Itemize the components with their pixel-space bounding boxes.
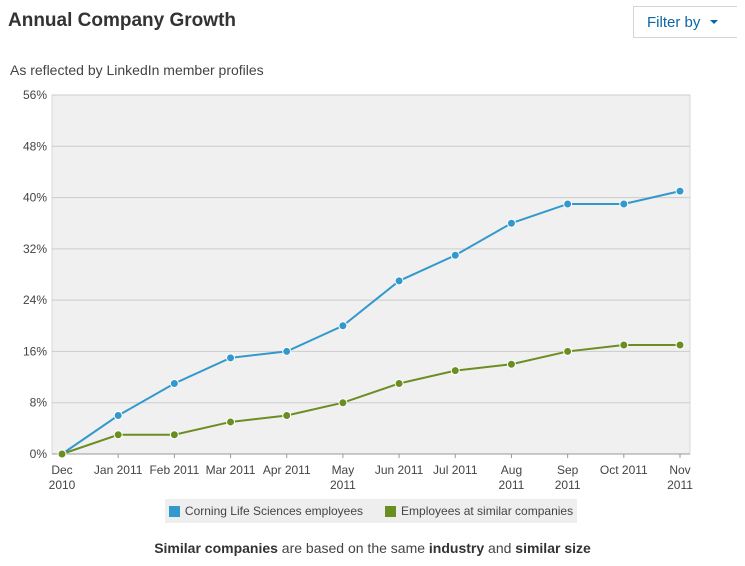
x-tick-label: Oct 2011 bbox=[600, 463, 648, 477]
footnote-similar-companies: Similar companies bbox=[154, 540, 278, 556]
data-point-series-1 bbox=[169, 378, 179, 388]
data-point-series-2 bbox=[338, 398, 348, 408]
data-point-series-1 bbox=[506, 218, 516, 228]
data-point-series-1 bbox=[450, 250, 460, 260]
footnote: Similar companies are based on the same … bbox=[0, 540, 745, 556]
plot-area bbox=[51, 94, 691, 455]
data-point-series-1 bbox=[394, 276, 404, 286]
data-point-series-2 bbox=[282, 411, 292, 421]
data-point-series-1 bbox=[619, 199, 629, 209]
y-tick-label: 8% bbox=[30, 396, 48, 410]
legend-label-similar: Employees at similar companies bbox=[401, 504, 574, 518]
data-point-series-1 bbox=[282, 346, 292, 356]
footnote-similar-size: similar size bbox=[515, 540, 591, 556]
series-line-2 bbox=[61, 344, 680, 455]
legend-label-corning: Corning Life Sciences employees bbox=[184, 504, 364, 518]
data-point-series-2 bbox=[226, 417, 236, 427]
footnote-text-1: are based on the same bbox=[277, 540, 429, 556]
series-line-1 bbox=[61, 190, 681, 455]
data-point-series-2 bbox=[506, 359, 516, 369]
y-tick-label: 40% bbox=[23, 191, 47, 205]
filter-by-label: Filter by bbox=[647, 13, 701, 31]
footnote-industry: industry bbox=[428, 540, 485, 556]
data-point-series-2 bbox=[57, 449, 67, 459]
y-tick-label: 16% bbox=[23, 344, 47, 358]
data-point-series-2 bbox=[619, 340, 629, 350]
data-point-series-2 bbox=[675, 340, 685, 350]
y-tick-label: 32% bbox=[23, 242, 47, 256]
x-tick-label: May 2011 bbox=[330, 463, 356, 492]
data-point-series-2 bbox=[563, 346, 573, 356]
x-tick-label: Nov 2011 bbox=[667, 463, 693, 492]
x-tick-label: Mar 2011 bbox=[206, 463, 256, 477]
y-tick-label: 48% bbox=[23, 139, 47, 153]
x-tick-label: Sep 2011 bbox=[555, 463, 581, 492]
legend-swatch-similar bbox=[385, 505, 397, 517]
data-point-series-2 bbox=[113, 430, 123, 440]
data-point-series-1 bbox=[113, 411, 123, 421]
data-point-series-1 bbox=[338, 321, 348, 331]
growth-line-chart: 0% 8% 16% 24% 32% 40% 48% 56% Dec 2010 Jan 2011 Fe… bbox=[23, 88, 693, 492]
legend-item-similar[interactable]: Employees at similar companies bbox=[385, 504, 573, 518]
chart-legend: Corning Life Sciences employees Employee… bbox=[165, 499, 577, 523]
footnote-text-2: and bbox=[484, 540, 516, 556]
chart-subtitle: As reflected by LinkedIn member profiles bbox=[10, 62, 264, 78]
x-tick-label: Jun 2011 bbox=[375, 463, 424, 477]
filter-by-button[interactable]: Filter by bbox=[633, 6, 737, 38]
x-tick-label: Aug 2011 bbox=[499, 463, 525, 492]
legend-swatch-corning bbox=[168, 505, 180, 517]
x-tick-label: Dec 2010 bbox=[49, 463, 76, 492]
data-point-series-2 bbox=[450, 366, 460, 376]
data-point-series-1 bbox=[675, 186, 685, 196]
x-tick-label: Apr 2011 bbox=[263, 463, 311, 477]
y-tick-label: 24% bbox=[23, 293, 47, 307]
page-title: Annual Company Growth bbox=[8, 10, 236, 31]
y-tick-label: 0% bbox=[30, 447, 48, 461]
data-point-series-2 bbox=[394, 378, 404, 388]
data-point-series-1 bbox=[226, 353, 236, 363]
y-tick-label: 56% bbox=[23, 88, 47, 102]
data-point-series-1 bbox=[563, 199, 573, 209]
x-tick-label: Feb 2011 bbox=[149, 463, 199, 477]
x-tick-label: Jul 2011 bbox=[433, 463, 478, 477]
caret-down-icon bbox=[710, 20, 719, 24]
legend-item-corning[interactable]: Corning Life Sciences employees bbox=[168, 504, 364, 518]
data-point-series-2 bbox=[169, 430, 179, 440]
x-tick-label: Jan 2011 bbox=[94, 463, 143, 477]
